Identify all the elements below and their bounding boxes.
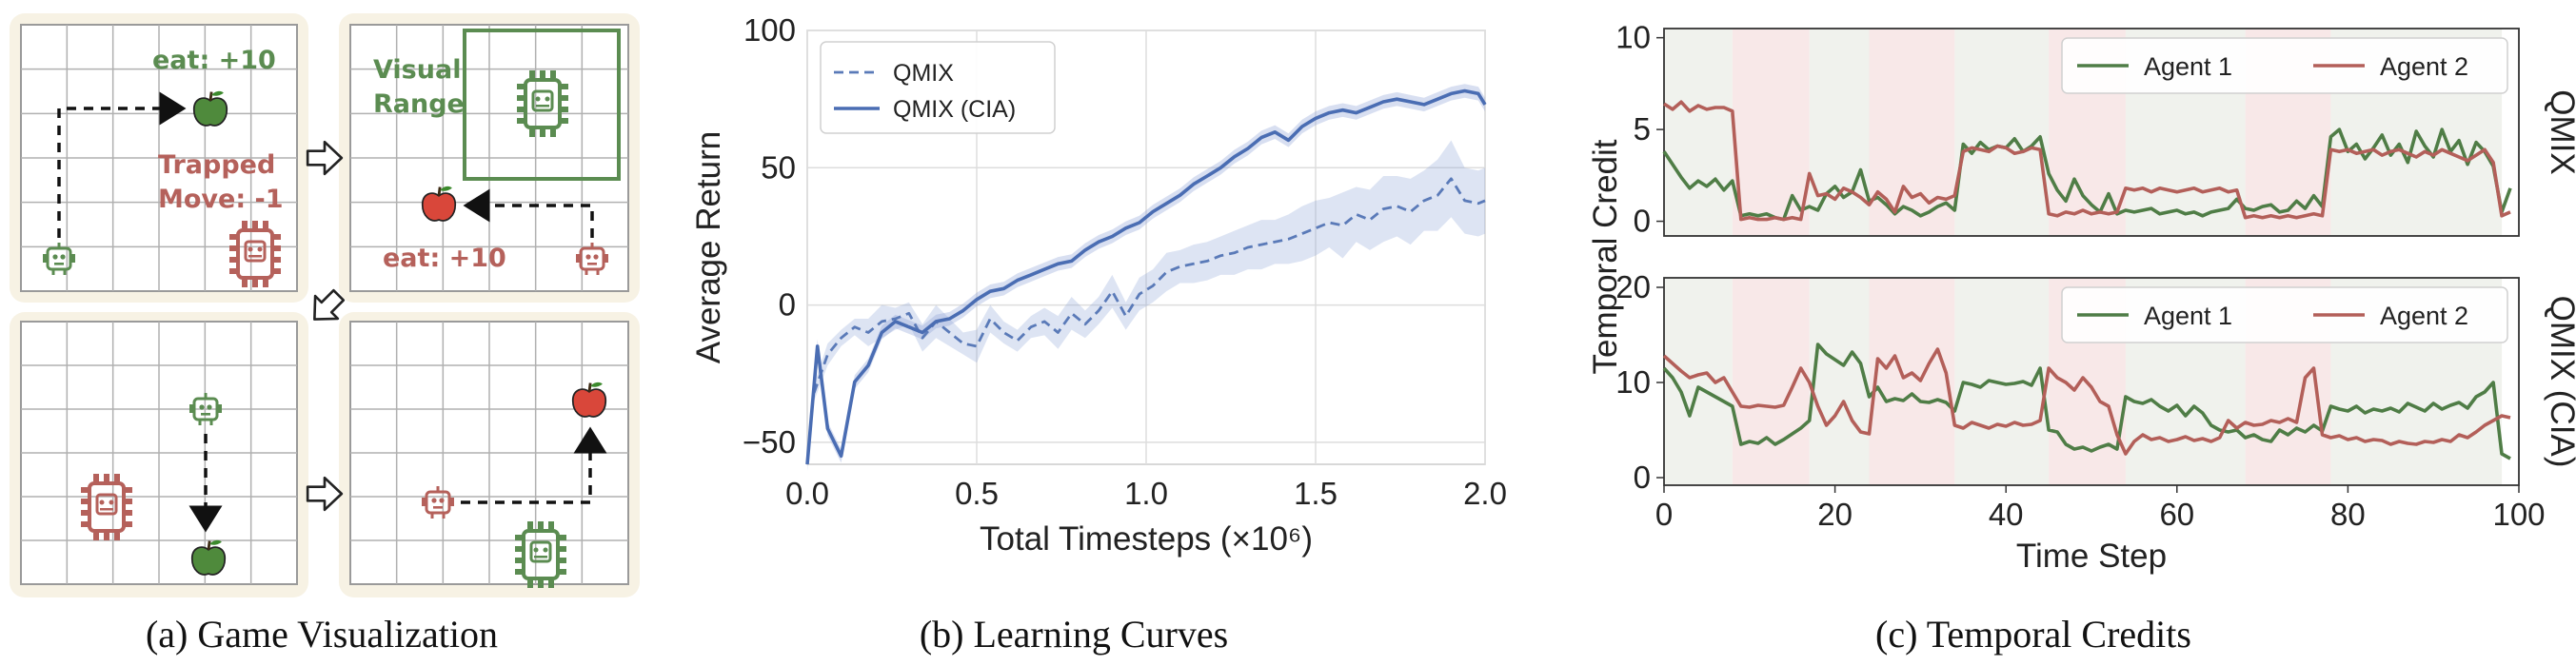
shaded-segment [1732,278,1810,485]
row-label: QMIX (CIA) [2544,296,2576,468]
y-tick-label: 0 [779,287,796,323]
x-tick-label: 20 [1817,497,1853,532]
legend-label: Agent 1 [2144,52,2232,81]
series-line-agent-2 [1662,347,2511,456]
legend-box [2061,286,2508,343]
board-bottom-right [420,381,607,590]
x-tick-label: 40 [1989,497,2024,532]
path-arrow-icon [57,91,187,238]
y-tick-label: 0 [1634,204,1651,239]
y-tick-label: 0 [1634,460,1651,495]
y-axis-label: Temporal Credit [1587,139,1624,374]
series-line-qmix [812,177,1486,394]
legend-label: Agent 2 [2380,52,2468,81]
trapped-label-line1: Trapped [158,150,275,180]
plot-frame [1663,28,2520,237]
x-tick-label: 100 [2492,497,2545,532]
x-tick-label: 2.0 [1463,476,1507,511]
row-label: QMIX [2544,89,2576,174]
x-tick-label: 60 [2159,497,2194,532]
shaded-segment [1869,278,1955,485]
x-tick-label: 1.0 [1124,476,1168,511]
learning-curves-chart: 0.0 0.5 1.0 1.5 2.0 −50 0 50 100 Total Timesteps … [690,12,1507,558]
visual-range-box [463,29,621,181]
visual-range-line2: Range [373,89,465,119]
arrow-right-icon [306,140,344,176]
board-top-left: eat: +10 Trapped Move: -1 [41,46,284,289]
x-tick-label: 80 [2330,497,2366,532]
path-arrow-icon [461,426,607,504]
eat-reward-label-1: eat: +10 [152,46,276,75]
x-tick-label: 1.5 [1294,476,1338,511]
eat-reward-label-2: eat: +10 [383,244,506,273]
caption-a: (a) Game Visualization [146,613,498,656]
x-axis-label: Total Timesteps (×10⁶) [980,520,1313,558]
legend-box [820,41,1056,134]
legend-box [2061,37,2508,94]
shaded-segment [1809,278,1870,485]
legend-label: Agent 2 [2380,302,2468,330]
shaded-segment [1664,29,1733,236]
legend-label: Agent 1 [2144,302,2232,330]
x-tick-label: 0.0 [785,476,829,511]
y-tick-label: 5 [1634,111,1651,147]
trapped-label-line2: Move: -1 [158,185,284,214]
caption-b: (b) Learning Curves [920,613,1228,656]
legend-label: QMIX [893,60,954,87]
series-line-qmix-cia [805,88,1487,465]
plot-frame [1663,277,2520,486]
y-tick-label: 10 [1615,20,1651,55]
y-tick-label: 100 [743,12,796,48]
series-line-agent-1 [1662,343,2511,460]
y-tick-label: 20 [1615,269,1651,304]
legend-label: QMIX (CIA) [893,96,1016,123]
game-visualization-panel: eat: +10 Trapped Move: -1 Visual Range e… [10,13,640,597]
x-tick-label: 0 [1655,497,1673,532]
y-axis-label: Average Return [690,131,727,364]
y-tick-label: 50 [761,149,796,185]
shaded-segment [1954,29,2050,236]
shaded-segment [1809,29,1870,236]
board-top-right: Visual Range eat: +10 [373,29,621,277]
x-axis-label: Time Step [2016,538,2167,575]
series-line-agent-1 [1662,127,2512,222]
series-line-agent-2 [1663,100,2511,222]
arrow-right-icon [306,476,344,512]
temporal-credits-chart: 0 5 10 Agent 1 Agent 2 QMIX 0 10 20 Agent 1 Agent … [1587,20,2576,575]
y-tick-label: 10 [1615,364,1651,400]
caption-c: (c) Temporal Credits [1875,613,2191,656]
visual-range-line1: Visual [373,55,461,85]
x-tick-label: 0.5 [955,476,999,511]
y-tick-label: −50 [743,424,796,460]
